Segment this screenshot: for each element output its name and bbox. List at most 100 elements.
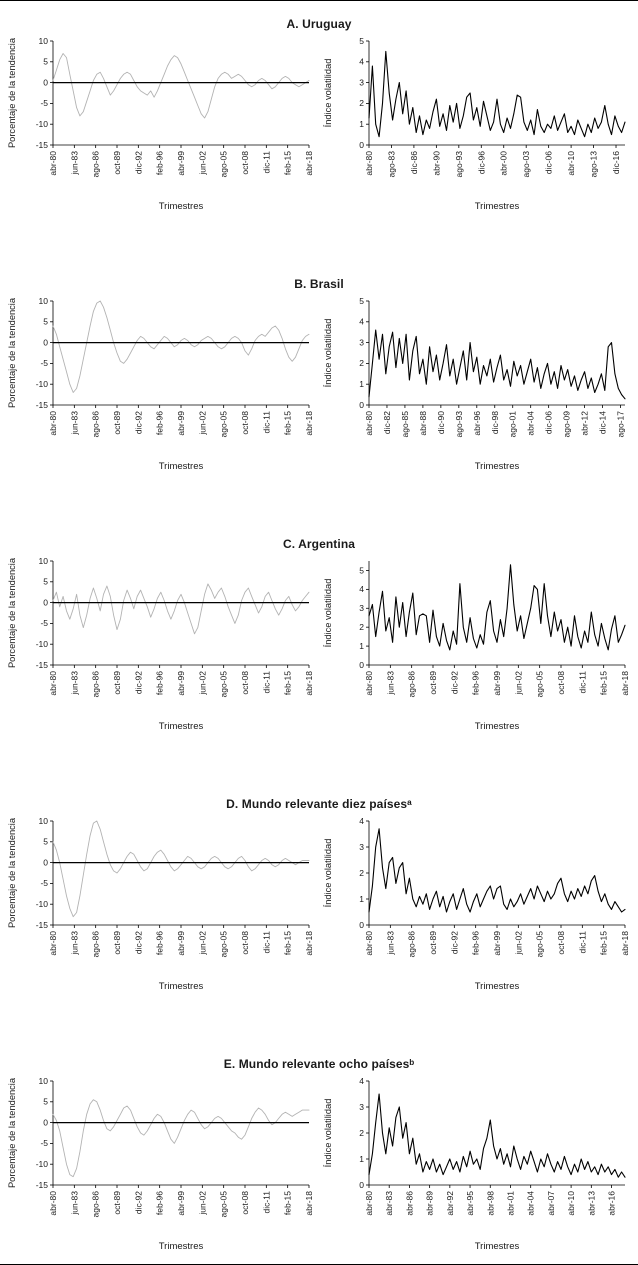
y-tick-label: 5	[359, 565, 364, 575]
series-line	[368, 828, 626, 913]
x-tick-label: abr-80	[48, 411, 58, 436]
x-tick-label: ago-86	[407, 671, 417, 698]
y-tick-label: 3	[359, 77, 364, 87]
x-tick-label: abr-89	[425, 1191, 435, 1216]
x-tick-label: abr-00	[499, 151, 509, 176]
x-tick-label: dic-06	[544, 411, 554, 434]
x-tick-label: oct-08	[240, 1191, 250, 1215]
x-tick-label: dic-11	[261, 1191, 271, 1214]
x-tick-label: oct-89	[112, 151, 122, 175]
y-tick-label: -15	[36, 1180, 49, 1190]
series-line	[52, 583, 310, 635]
y-tick-label: 1	[359, 119, 364, 129]
panel-title: A. Uruguay	[286, 17, 352, 31]
x-tick-label: abr-83	[384, 1191, 394, 1216]
x-tick-label: abr-80	[48, 1191, 58, 1216]
x-tick-label: dic-11	[577, 671, 587, 694]
y-tick-label: -5	[40, 618, 48, 628]
x-tick-label: dic-92	[449, 671, 459, 694]
y-tick-label: -15	[36, 140, 49, 150]
y-tick-label: 5	[43, 837, 48, 847]
x-tick-label: dic-92	[133, 1191, 143, 1214]
y-tick-label: 5	[43, 57, 48, 67]
x-tick-label: abr-99	[176, 151, 186, 176]
volatility-chart: 0 1 2 3 4 5 abr-80 ago-83 dic-86 abr-90 ago-93 dic-…	[323, 36, 626, 212]
y-tick-label: -5	[40, 878, 48, 888]
x-tick-label: jun-02	[197, 931, 207, 956]
x-tick-label: jun-02	[197, 151, 207, 176]
y-tick-label: 0	[359, 1180, 364, 1190]
y-tick-label: 2	[359, 98, 364, 108]
y-axis-title: Porcentaje de la tendencia	[7, 1077, 17, 1188]
x-tick-label: abr-99	[176, 931, 186, 956]
x-tick-label: feb-96	[155, 931, 165, 955]
x-tick-label: oct-08	[556, 671, 566, 695]
x-tick-label: ago-17	[616, 411, 626, 438]
x-axis-title: Trimestres	[475, 201, 520, 212]
y-tick-label: 1	[359, 1154, 364, 1164]
x-tick-label: ago-86	[91, 671, 101, 698]
y-tick-label: 0	[359, 140, 364, 150]
y-tick-label: -5	[40, 1138, 48, 1148]
x-tick-label: abr-04	[526, 411, 536, 436]
series-line	[52, 820, 310, 918]
x-tick-label: abr-99	[176, 1191, 186, 1216]
y-tick-label: -10	[36, 899, 49, 909]
x-tick-label: dic-96	[476, 151, 486, 174]
charts-row: 10 5 0 -5 -10 -15 abr-80 jun-83 ago-86 oct-89 dic-…	[5, 1073, 633, 1257]
x-tick-label: jun-83	[69, 1191, 79, 1216]
x-tick-label: oct-89	[428, 931, 438, 955]
y-tick-label: 2	[359, 358, 364, 368]
x-tick-label: abr-80	[364, 1191, 374, 1216]
x-tick-label: abr-88	[418, 411, 428, 436]
y-tick-label: -15	[36, 660, 49, 670]
x-tick-label: feb-96	[155, 1191, 165, 1215]
y-tick-label: -15	[36, 920, 49, 930]
panel-title: C. Argentina	[282, 537, 356, 551]
x-tick-label: dic-82	[382, 411, 392, 434]
x-tick-label: oct-08	[240, 151, 250, 175]
x-tick-label: abr-18	[304, 411, 314, 436]
x-axis-title: Trimestres	[475, 1241, 520, 1252]
y-axis-title: Índice volatilidad	[323, 59, 333, 128]
y-tick-label: -5	[40, 358, 48, 368]
series-line	[52, 1099, 310, 1178]
x-tick-label: ago-05	[219, 1191, 229, 1218]
panel-title: E. Mundo relevante ocho paísesᵇ	[223, 1057, 415, 1071]
x-tick-label: oct-08	[556, 931, 566, 955]
x-tick-label: jun-83	[385, 931, 395, 956]
x-tick-label: abr-18	[304, 1191, 314, 1216]
x-tick-label: ago-05	[219, 931, 229, 958]
x-tick-label: ago-13	[589, 151, 599, 178]
x-tick-label: feb-96	[471, 671, 481, 695]
charts-row: 10 5 0 -5 -10 -15 abr-80 jun-83 ago-86 oct-89 dic-…	[5, 293, 633, 477]
y-tick-label: -15	[36, 400, 49, 410]
x-tick-label: abr-10	[566, 151, 576, 176]
x-tick-label: abr-86	[404, 1191, 414, 1216]
x-axis-title: Trimestres	[159, 721, 204, 732]
y-axis-title: Porcentaje de la tendencia	[7, 557, 17, 668]
x-tick-label: abr-18	[304, 151, 314, 176]
series-line	[368, 329, 626, 400]
x-tick-label: abr-18	[304, 931, 314, 956]
x-tick-label: feb-96	[155, 411, 165, 435]
x-axis-title: Trimestres	[159, 461, 204, 472]
y-tick-label: 1	[359, 894, 364, 904]
x-axis-title: Trimestres	[159, 201, 204, 212]
x-tick-label: abr-10	[566, 1191, 576, 1216]
x-tick-label: ago-85	[400, 411, 410, 438]
x-tick-label: jun-02	[197, 1191, 207, 1216]
x-tick-label: dic-16	[611, 151, 621, 174]
x-tick-label: feb-15	[599, 931, 609, 955]
volatility-chart: 0 1 2 3 4 abr-80 jun-83 ago-86 oct-89 dic-92 feb-9…	[323, 816, 630, 992]
x-tick-label: feb-15	[283, 671, 293, 695]
x-tick-label: abr-80	[364, 411, 374, 436]
x-tick-label: abr-80	[48, 931, 58, 956]
x-tick-label: ago-01	[508, 411, 518, 438]
series-line	[368, 564, 626, 651]
x-axis-title: Trimestres	[475, 981, 520, 992]
